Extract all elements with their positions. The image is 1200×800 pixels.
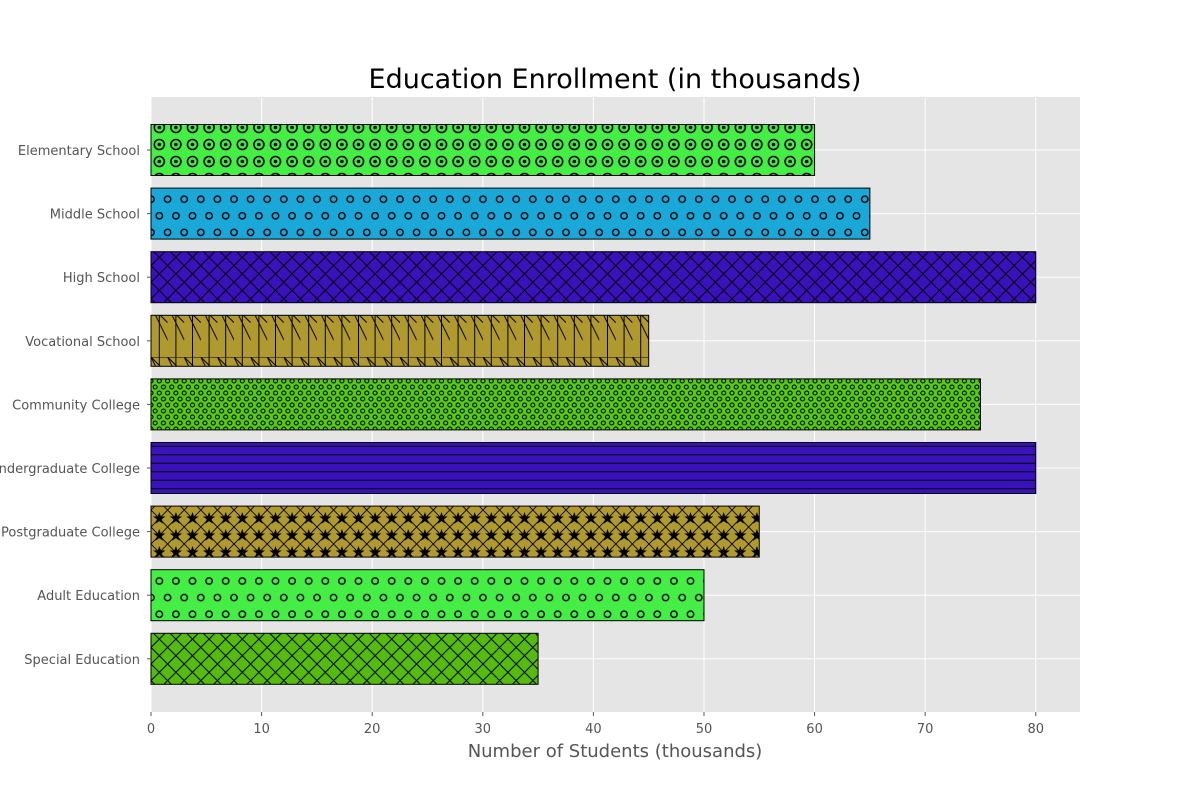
y-tick-label: High School	[63, 271, 140, 286]
y-tick-label: Elementary School	[18, 144, 140, 159]
x-tick-label: 50	[696, 722, 713, 737]
y-tick-label: Adult Education	[37, 589, 140, 604]
bar-special-education	[150, 632, 539, 685]
bar-community-college	[150, 378, 981, 431]
bar-elementary-school	[150, 124, 816, 176]
bar-vocational-school	[150, 314, 650, 367]
bar-middle-school	[150, 187, 871, 240]
x-tick-label: 0	[147, 722, 155, 737]
x-tick-label: 20	[364, 722, 381, 737]
y-tick-label: Postgraduate College	[1, 526, 140, 541]
bar-postgraduate-college	[150, 505, 760, 558]
x-axis-label: Number of Students (thousands)	[468, 741, 763, 762]
x-tick-label: 70	[917, 722, 934, 737]
y-tick-labels: Elementary School Middle School High Schoo…	[0, 144, 151, 668]
x-tick-label: 10	[253, 722, 270, 737]
y-tick-label: Special Education	[24, 653, 140, 668]
bar-high-school	[150, 251, 1037, 304]
chart-title: Education Enrollment (in thousands)	[369, 64, 862, 95]
y-tick-label: Undergraduate College	[0, 462, 140, 477]
y-tick-label: Community College	[12, 398, 140, 413]
x-tick-label: 60	[806, 722, 823, 737]
y-tick-label: Vocational School	[25, 335, 140, 350]
bars	[150, 124, 1037, 685]
bar-adult-education	[150, 569, 705, 622]
bar-undergraduate-college	[150, 442, 1037, 494]
x-tick-labels: 0 10 20 30 40 50 60 70 80	[147, 712, 1044, 737]
x-tick-label: 40	[585, 722, 602, 737]
x-tick-label: 30	[475, 722, 492, 737]
x-tick-label: 80	[1027, 722, 1044, 737]
y-tick-label: Middle School	[50, 208, 140, 223]
